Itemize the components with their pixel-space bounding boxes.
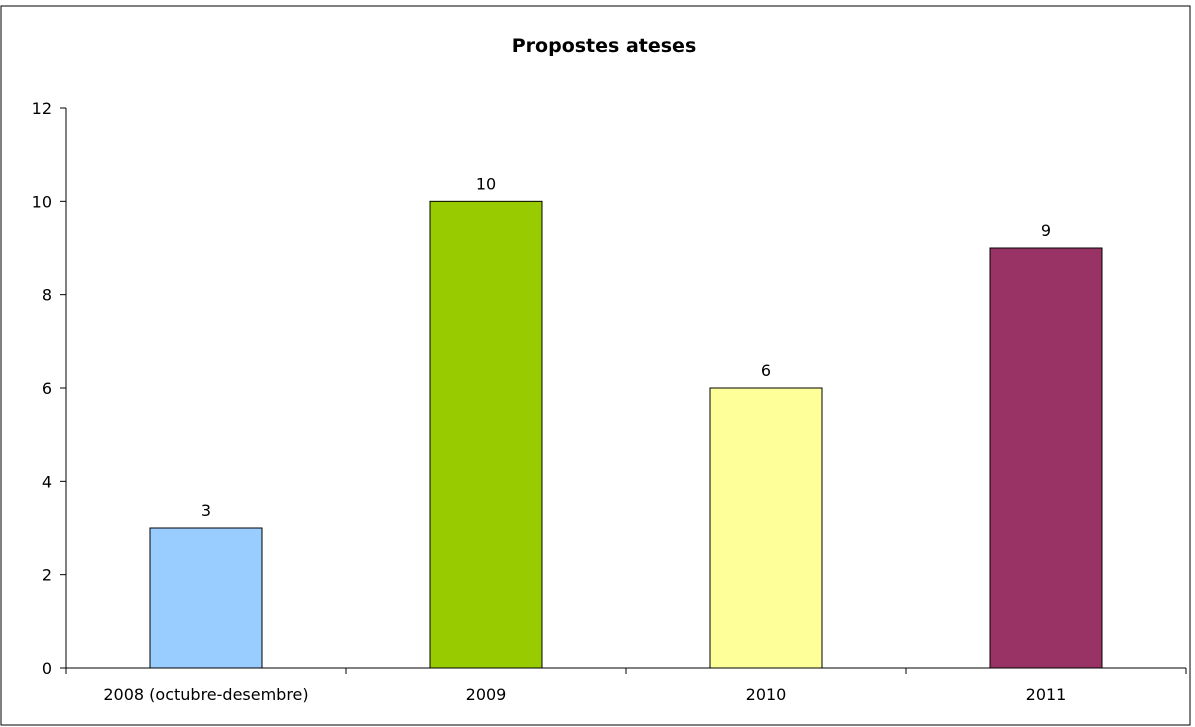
y-tick-label: 0 xyxy=(42,659,52,678)
y-tick-label: 10 xyxy=(32,192,52,211)
data-label: 6 xyxy=(761,361,771,380)
chart-title: Propostes ateses xyxy=(512,35,697,57)
y-axis: 0 2 4 6 8 10 12 xyxy=(32,99,67,678)
y-tick-label: 4 xyxy=(42,472,52,491)
data-label: 10 xyxy=(476,174,496,193)
y-tick-label: 2 xyxy=(42,566,52,585)
bar xyxy=(429,200,543,669)
x-category-label: 2009 xyxy=(466,685,507,704)
y-tick-label: 6 xyxy=(42,379,52,398)
x-category-label: 2008 (octubre-desembre) xyxy=(103,685,308,704)
x-category-label: 2011 xyxy=(1026,685,1067,704)
bars xyxy=(149,200,1103,669)
bar xyxy=(709,387,823,669)
bar xyxy=(989,247,1103,669)
data-label: 3 xyxy=(201,501,211,520)
data-label: 9 xyxy=(1041,221,1051,240)
data-labels: 3 10 6 9 xyxy=(201,174,1051,520)
y-tick-label: 8 xyxy=(42,286,52,305)
y-tick-label: 12 xyxy=(32,99,52,118)
x-category-label: 2010 xyxy=(746,685,787,704)
bar xyxy=(149,527,263,669)
